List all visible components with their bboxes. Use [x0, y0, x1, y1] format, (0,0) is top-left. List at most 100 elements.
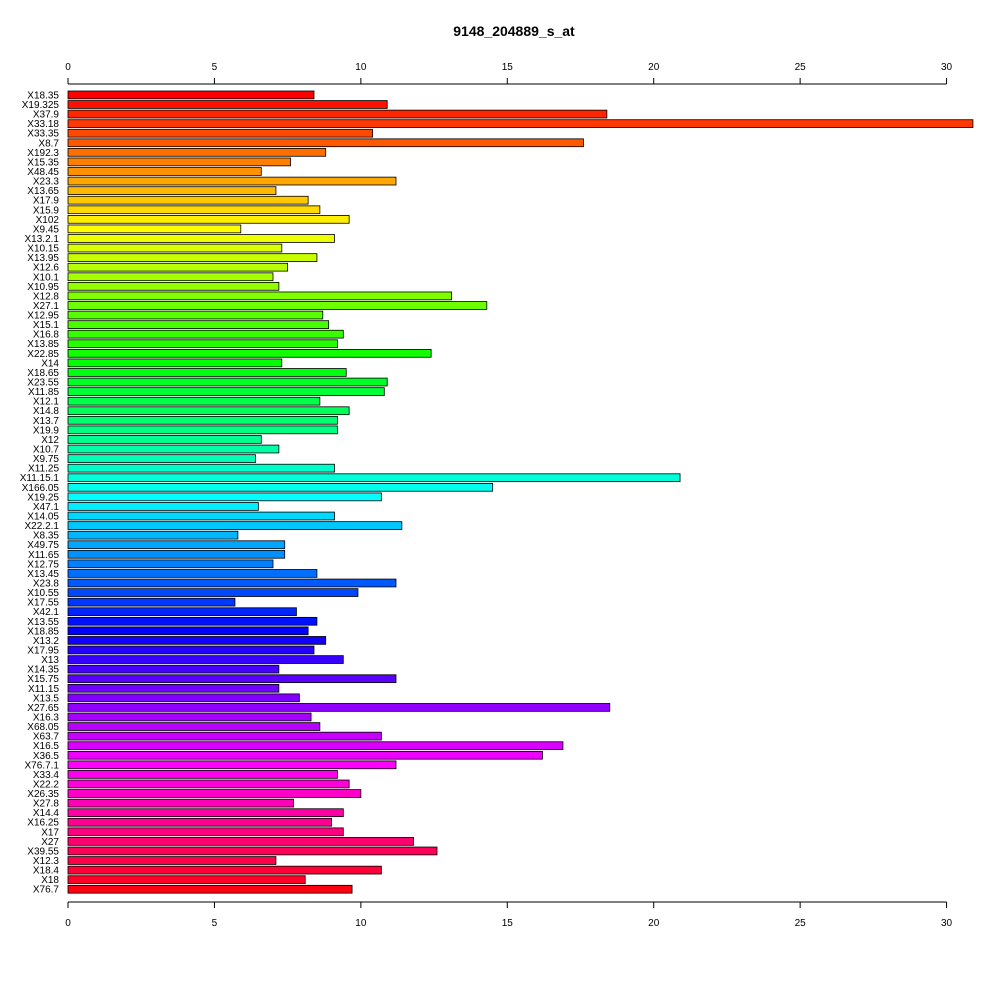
x-tick-label-top: 5 — [212, 62, 218, 73]
category-label: X13.55 — [27, 617, 59, 628]
category-label: X49.75 — [27, 540, 59, 551]
category-label: X18.4 — [33, 866, 60, 877]
bar — [67, 320, 330, 329]
category-label: X68.05 — [27, 722, 59, 733]
bar — [67, 597, 236, 607]
bar — [67, 482, 494, 492]
category-label: X15.35 — [27, 157, 59, 168]
bar — [67, 205, 321, 215]
bar — [67, 693, 300, 703]
category-label: X48.45 — [27, 167, 59, 178]
bar — [67, 683, 280, 693]
category-label: X14.35 — [27, 665, 59, 676]
category-label: X23.8 — [33, 578, 60, 589]
bar — [67, 789, 362, 798]
category-label: X14 — [41, 358, 59, 369]
category-label: X11.15.1 — [20, 473, 60, 484]
category-label: X18.35 — [27, 90, 59, 101]
category-label: X19.9 — [33, 425, 60, 436]
bar — [67, 215, 350, 224]
category-label: X76.7.1 — [25, 760, 60, 771]
bar — [67, 731, 382, 741]
bar — [67, 253, 318, 262]
chart-title: 9148_204889_s_at — [453, 23, 575, 39]
category-label: X16.3 — [33, 712, 60, 723]
bar — [67, 396, 321, 406]
bar — [67, 808, 344, 817]
category-label: X22.2.1 — [25, 521, 60, 532]
category-label: X13.5 — [33, 693, 60, 704]
bar — [67, 846, 438, 856]
category-label: X13.85 — [27, 339, 59, 350]
bar — [67, 502, 259, 511]
category-label: X36.5 — [33, 751, 60, 762]
category-label: X33.35 — [27, 129, 59, 140]
category-label: X13.7 — [33, 416, 60, 427]
bar — [67, 339, 338, 349]
bar — [67, 674, 397, 684]
bar — [67, 167, 262, 176]
x-tick-label-top: 10 — [355, 62, 367, 73]
category-label: X12.3 — [33, 856, 60, 867]
bar — [67, 425, 338, 435]
bar — [67, 530, 239, 540]
bar — [67, 368, 347, 377]
category-label: X10.15 — [27, 244, 59, 255]
category-label: X14.05 — [27, 512, 59, 523]
category-label: X23.3 — [33, 177, 60, 188]
bar — [67, 435, 262, 444]
category-label: X15.1 — [33, 320, 60, 331]
category-label: X9.75 — [33, 454, 60, 465]
category-label: X18.65 — [27, 368, 59, 379]
bar — [67, 770, 338, 779]
category-label: X14.4 — [33, 808, 60, 819]
category-label: X11.15 — [28, 684, 59, 695]
bar — [67, 703, 611, 712]
category-label: X11.65 — [28, 550, 59, 561]
x-tick-label-top: 25 — [795, 62, 807, 73]
category-label: X23.55 — [27, 378, 59, 389]
bar — [67, 234, 335, 243]
category-labels: X18.35X19.325X37.9X33.18X33.35X8.7X192.3… — [20, 90, 60, 895]
bar — [67, 712, 312, 722]
category-label: X12.1 — [33, 397, 60, 408]
category-label: X8.35 — [33, 531, 60, 542]
bar — [67, 310, 324, 320]
bar — [67, 607, 297, 617]
bar — [67, 109, 608, 119]
bar — [67, 827, 344, 837]
category-label: X63.7 — [33, 732, 60, 743]
bar — [67, 348, 432, 358]
category-label: X76.7 — [33, 885, 60, 896]
category-label: X17 — [41, 827, 59, 838]
bar — [67, 837, 414, 846]
bar — [67, 90, 315, 100]
x-axis-top: 0 5 10 15 20 25 30 — [65, 62, 953, 85]
bar — [67, 655, 344, 664]
bar — [67, 444, 280, 454]
category-label: X13 — [41, 655, 59, 666]
x-axis-bottom: 0 5 10 15 20 25 30 — [65, 901, 953, 929]
category-label: X47.1 — [33, 502, 60, 513]
category-label: X10.7 — [33, 445, 60, 456]
bar — [67, 186, 277, 195]
bar — [67, 722, 321, 731]
category-label: X13.2 — [33, 636, 60, 647]
category-label: X166.05 — [22, 483, 60, 494]
category-label: X12.8 — [33, 291, 60, 302]
bar — [67, 511, 335, 521]
category-label: X10.95 — [27, 282, 59, 293]
bar — [67, 884, 353, 894]
bar — [67, 454, 256, 463]
bar — [67, 387, 385, 396]
bar — [67, 798, 294, 808]
x-tick-label-bottom: 25 — [795, 918, 807, 929]
category-label: X14.8 — [33, 406, 60, 417]
bar — [67, 492, 382, 502]
category-label: X26.35 — [27, 789, 59, 800]
bar — [67, 569, 318, 578]
bar — [67, 377, 388, 387]
category-label: X16.5 — [33, 741, 60, 752]
